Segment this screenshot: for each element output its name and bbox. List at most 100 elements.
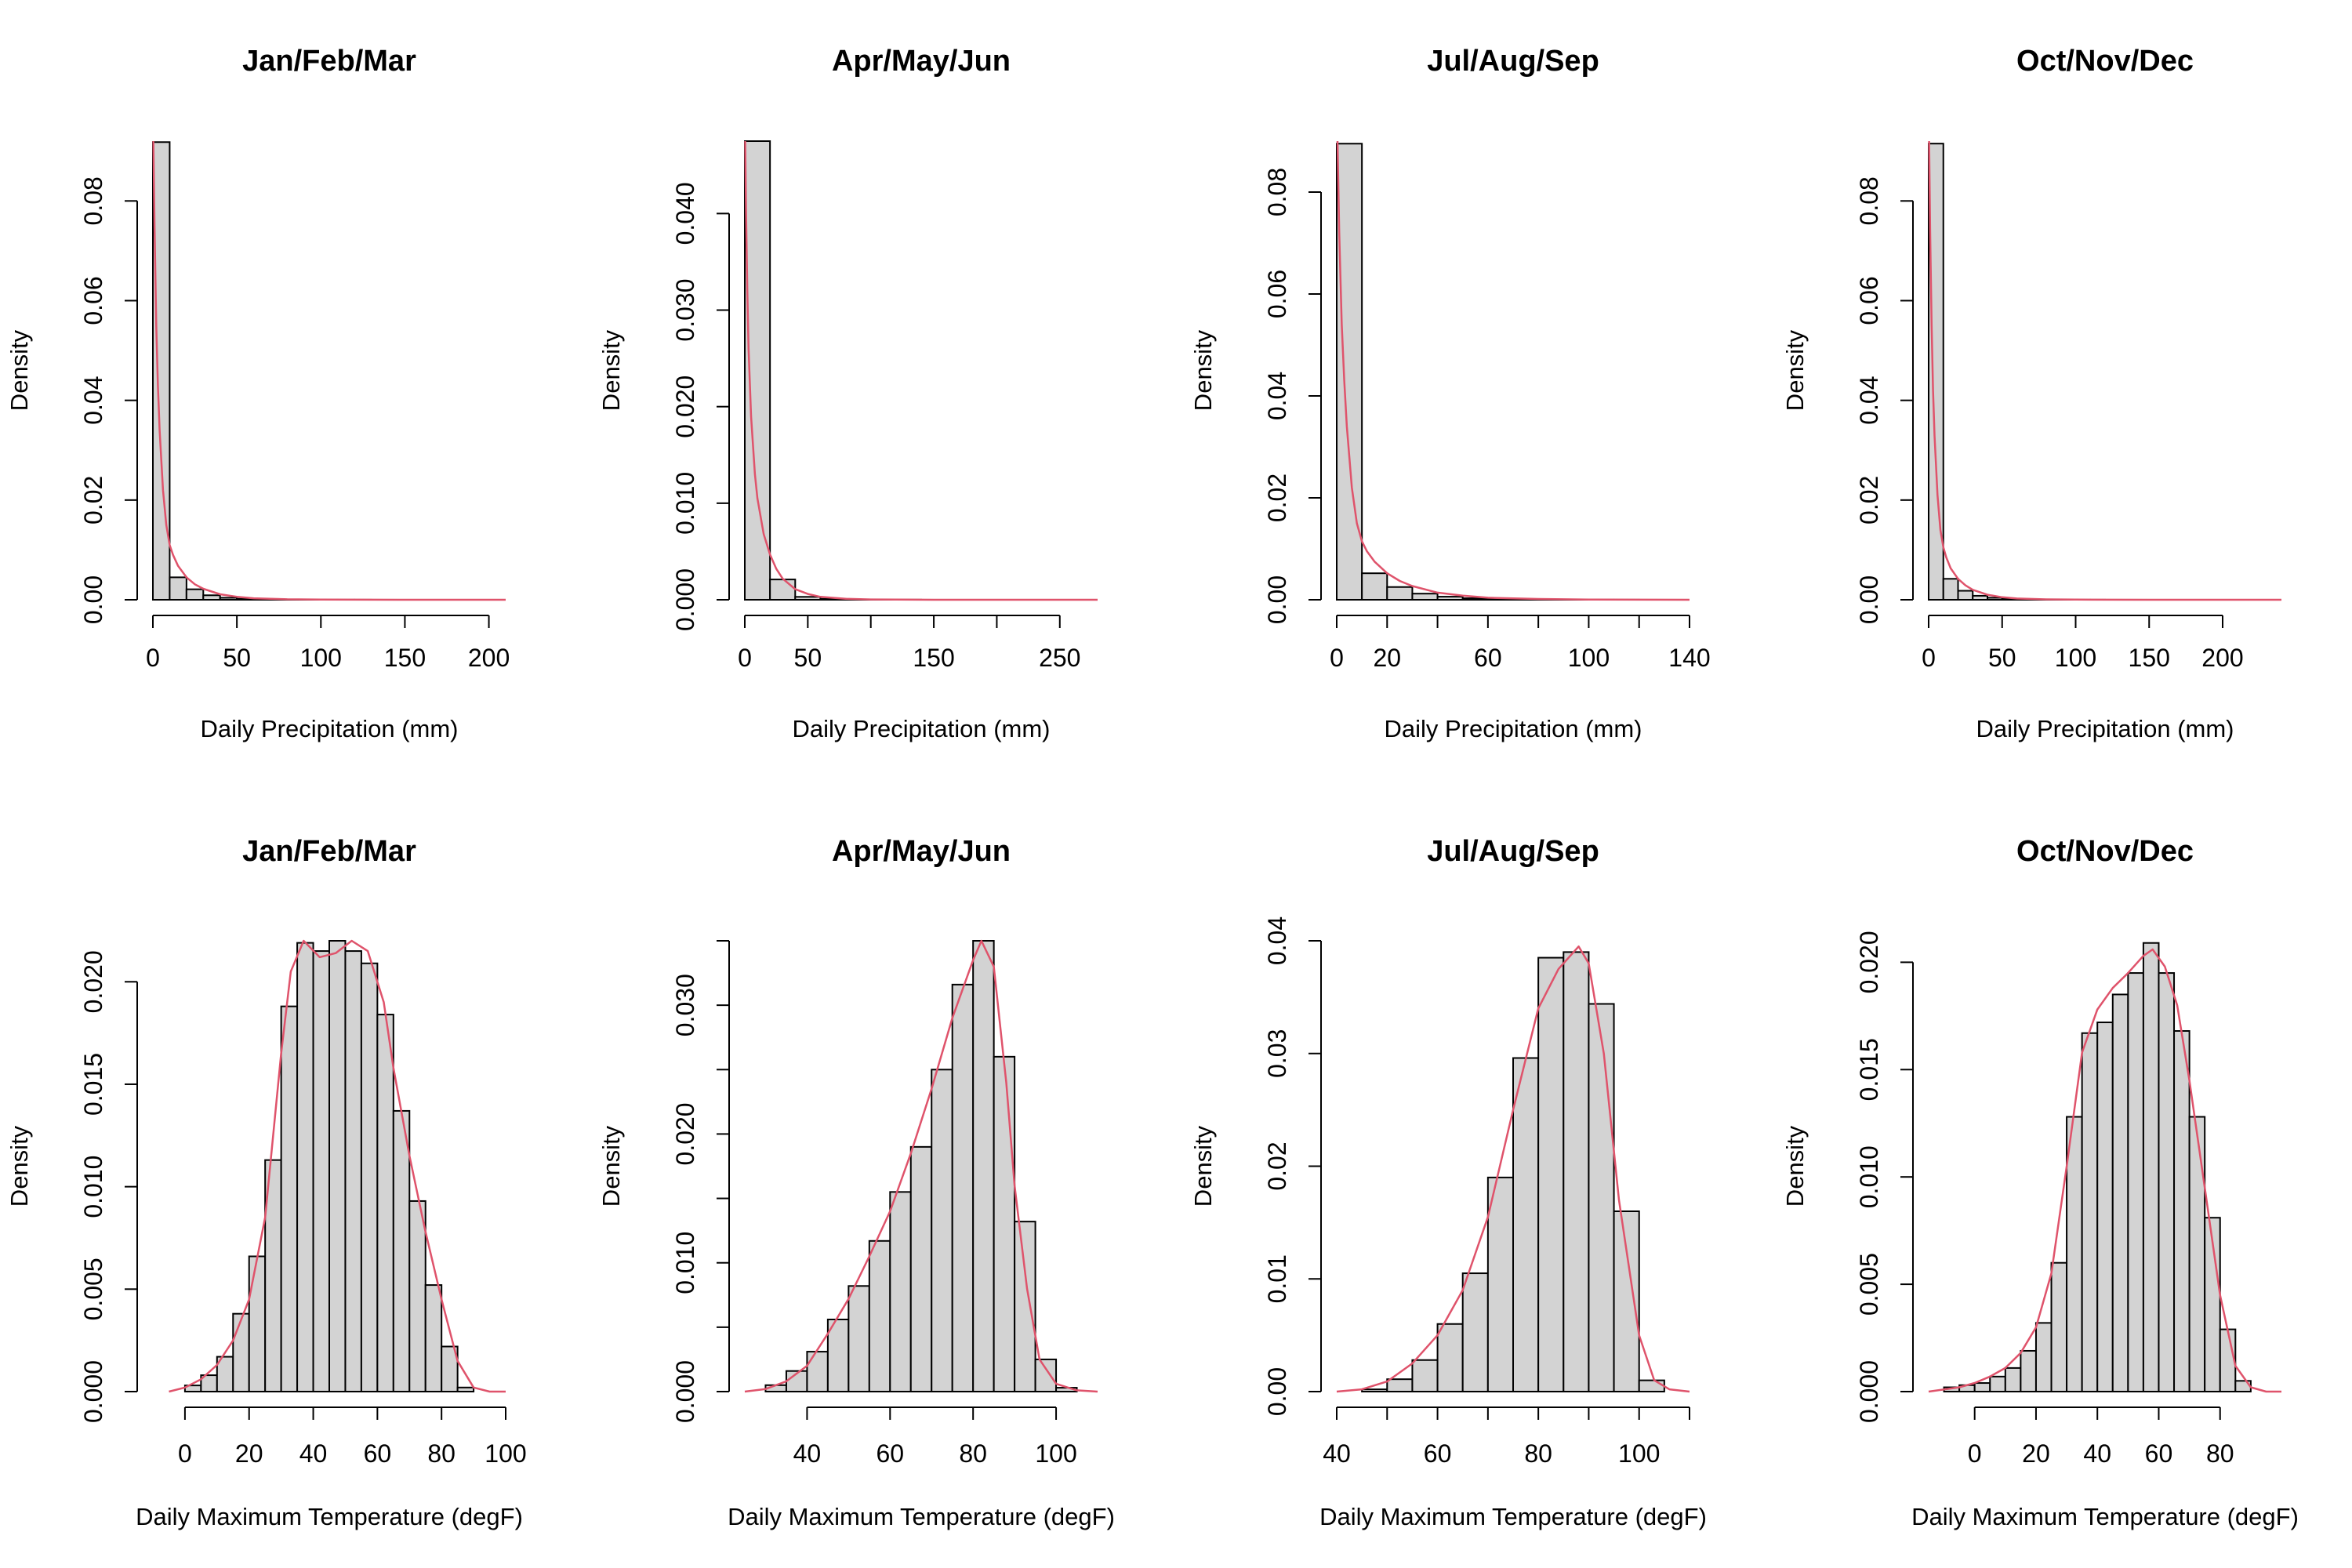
chart-2-density-line	[744, 140, 1098, 601]
chart-3-bar-1	[1336, 143, 1363, 601]
chart-3-bar-6	[1461, 597, 1489, 601]
chart-4: Oct/Nov/Dec 0 50 100 150 200 0.00 0.02 0.04 0.06 0…	[1781, 45, 2281, 742]
chart-1-x-tick-label: 150	[384, 644, 426, 672]
chart-5-x-tick-label: 60	[364, 1439, 392, 1468]
chart-6-bar-4	[826, 1319, 850, 1392]
chart-1-bar-3	[185, 588, 205, 601]
chart-7-bar-4	[1436, 1323, 1464, 1392]
chart-8-bar-9	[2066, 1116, 2083, 1392]
chart-5-ylabel: Density	[5, 1125, 33, 1207]
chart-3-bar-3	[1386, 586, 1414, 601]
chart-2-y-tick-label: 0.040	[671, 182, 699, 245]
chart-6-y-tick-label: 0.000	[671, 1360, 699, 1423]
chart-1-bar-2	[169, 576, 187, 601]
chart-3-ylabel: Density	[1189, 329, 1217, 411]
chart-5-x-tick-label: 40	[299, 1439, 328, 1468]
chart-8-bar-6	[2020, 1349, 2037, 1393]
chart-8-bar-7	[2034, 1322, 2053, 1393]
chart-6-bar-8	[909, 1145, 933, 1393]
chart-1-x-tick-label: 200	[468, 644, 510, 672]
chart-8-bar-15	[2158, 972, 2176, 1392]
chart-8-y-tick-label: 0.015	[1855, 1038, 1883, 1101]
chart-5-bar-7	[280, 1005, 299, 1392]
chart-5-y-tick-label: 0.000	[79, 1360, 107, 1423]
chart-3-y-tick-label: 0.02	[1263, 474, 1291, 522]
chart-1-title: Jan/Feb/Mar	[242, 45, 416, 78]
chart-4-y-tick-label: 0.00	[1855, 575, 1883, 624]
chart-3-bar-4	[1411, 593, 1439, 601]
chart-5-bar-4	[232, 1312, 250, 1392]
chart-7-y-tick-label: 0.00	[1263, 1367, 1291, 1416]
chart-3-xlabel: Daily Precipitation (mm)	[1384, 715, 1642, 742]
chart-4-bar-3	[1957, 590, 1974, 601]
chart-6-bar-13	[1014, 1221, 1036, 1392]
chart-5-bar-13	[376, 1014, 394, 1393]
chart-2-x-tick-label: 50	[794, 644, 822, 672]
chart-7-x-tick-label: 60	[1424, 1439, 1452, 1468]
chart-7: Jul/Aug/Sep 40 60 80 100 0.00 0.01 0.02 0.03 0.04…	[1189, 835, 1707, 1530]
chart-3-x-tick-label: 100	[1568, 644, 1610, 672]
chart-7-y-tick-label: 0.01	[1263, 1254, 1291, 1303]
chart-6-title: Apr/May/Jun	[832, 835, 1011, 868]
chart-6-bar-9	[931, 1069, 953, 1393]
chart-5-bar-8	[296, 942, 314, 1392]
chart-4-bar-2	[1942, 578, 1959, 601]
chart-3-y-tick-label: 0.08	[1263, 168, 1291, 216]
chart-7-y-tick-label: 0.03	[1263, 1029, 1291, 1078]
chart-6-bar-6	[868, 1240, 891, 1393]
chart-2-ylabel: Density	[597, 329, 625, 411]
chart-5-x-tick-label: 20	[235, 1439, 263, 1468]
chart-3: Jul/Aug/Sep 0 20 60 100 140 0.00 0.02 0.04 0.06 0.…	[1189, 45, 1711, 742]
chart-1-x-tick-label: 0	[146, 644, 160, 672]
chart-1-bar-4	[202, 594, 221, 601]
chart-2-y-tick-label: 0.020	[671, 376, 699, 438]
chart-8-y-tick-label: 0.010	[1855, 1145, 1883, 1208]
chart-3-y-tick-label: 0.04	[1263, 372, 1291, 420]
chart-5-bar-17	[441, 1345, 459, 1392]
chart-2-x-tick-label: 150	[913, 644, 954, 672]
chart-7-bar-12	[1638, 1379, 1665, 1392]
chart-5-bar-14	[392, 1109, 411, 1392]
chart-5-bar-10	[328, 940, 347, 1392]
chart-8-bar-11	[2096, 1022, 2114, 1392]
chart-7-xlabel: Daily Maximum Temperature (degF)	[1319, 1503, 1707, 1530]
chart-7-bar-7	[1512, 1057, 1540, 1392]
chart-2-bar-3	[794, 596, 822, 601]
chart-6-bar-11	[972, 940, 995, 1392]
chart-7-bar-3	[1411, 1359, 1439, 1392]
chart-5-bar-15	[408, 1200, 426, 1392]
chart-8-bar-14	[2142, 942, 2160, 1392]
chart-7-y-tick-label: 0.02	[1263, 1142, 1291, 1190]
chart-4-xlabel: Daily Precipitation (mm)	[1976, 715, 2234, 742]
chart-4-ylabel: Density	[1781, 329, 1809, 411]
chart-3-density-line	[1336, 140, 1690, 601]
chart-4-y-tick-label: 0.06	[1855, 276, 1883, 325]
chart-6-y-tick-label: 0.020	[671, 1102, 699, 1165]
chart-5-bar-5	[248, 1255, 267, 1392]
chart-8-x-tick-label: 80	[2206, 1439, 2234, 1468]
chart-1-bar-5	[219, 597, 238, 601]
chart-4-density-line	[1928, 140, 2281, 601]
chart-4-title: Oct/Nov/Dec	[2016, 45, 2194, 78]
chart-2-x-tick-label: 0	[738, 644, 752, 672]
chart-8-bar-19	[2219, 1328, 2237, 1392]
chart-6-x-tick-label: 100	[1035, 1439, 1076, 1468]
chart-7-bar-2	[1386, 1378, 1414, 1392]
chart-4-bar-4	[1972, 594, 1988, 601]
chart-3-title: Jul/Aug/Sep	[1427, 45, 1599, 78]
chart-5-y-tick-label: 0.005	[79, 1258, 107, 1320]
chart-5-x-tick-label: 80	[427, 1439, 456, 1468]
chart-7-title: Jul/Aug/Sep	[1427, 835, 1599, 868]
chart-6-density-line	[744, 939, 1098, 1393]
chart-4-x-tick-label: 0	[1922, 644, 1936, 672]
chart-6-y-tick-label: 0.030	[671, 974, 699, 1036]
chart-8-density-line	[1928, 948, 2281, 1393]
chart-1-y-tick-label: 0.04	[79, 376, 107, 425]
chart-7-bar-5	[1461, 1272, 1489, 1392]
chart-6-x-tick-label: 60	[876, 1439, 904, 1468]
chart-5-y-tick-label: 0.020	[79, 950, 107, 1013]
chart-2-y-tick-label: 0.000	[671, 568, 699, 631]
chart-2-x-tick-label: 250	[1039, 644, 1080, 672]
chart-5-xlabel: Daily Maximum Temperature (degF)	[136, 1503, 523, 1530]
chart-5-bar-16	[424, 1284, 443, 1393]
